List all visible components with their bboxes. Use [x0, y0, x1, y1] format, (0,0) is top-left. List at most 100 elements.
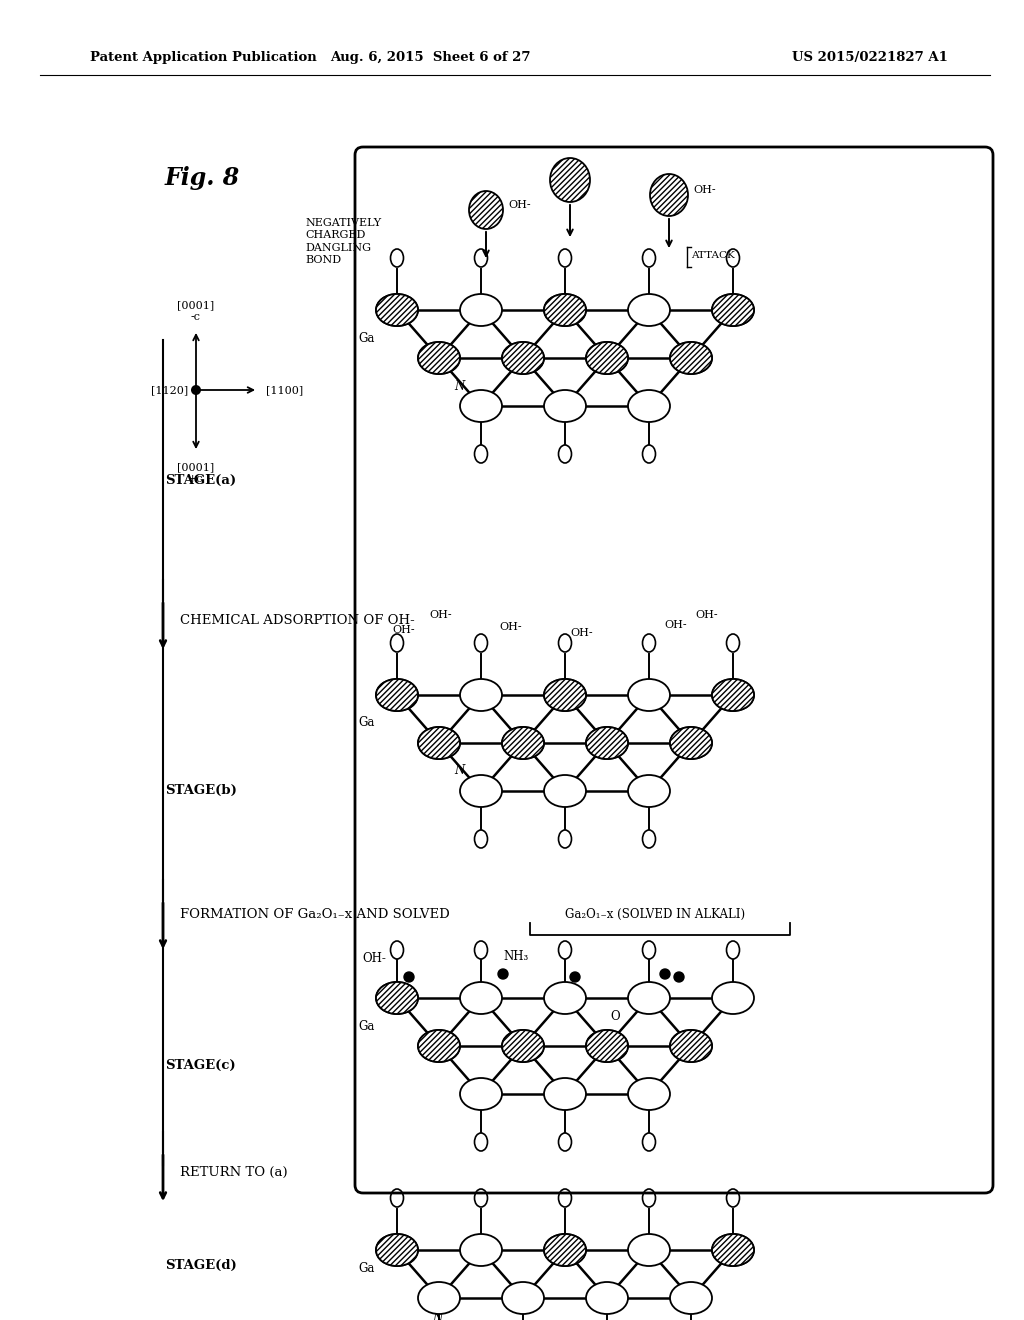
Ellipse shape — [628, 1078, 670, 1110]
Text: -c: -c — [191, 312, 201, 322]
Circle shape — [498, 969, 508, 979]
Ellipse shape — [586, 342, 628, 374]
Text: STAGE(a): STAGE(a) — [165, 474, 237, 487]
Text: CHEMICAL ADSORPTION OF OH-: CHEMICAL ADSORPTION OF OH- — [180, 614, 415, 627]
Text: OH-: OH- — [392, 624, 415, 635]
Text: Aug. 6, 2015  Sheet 6 of 27: Aug. 6, 2015 Sheet 6 of 27 — [330, 51, 530, 65]
Ellipse shape — [418, 727, 460, 759]
Text: Fig. 8: Fig. 8 — [165, 166, 241, 190]
Ellipse shape — [544, 1234, 586, 1266]
Ellipse shape — [550, 158, 590, 202]
Text: OH-: OH- — [693, 185, 716, 195]
Ellipse shape — [586, 727, 628, 759]
Text: OH-: OH- — [499, 622, 521, 632]
Ellipse shape — [544, 294, 586, 326]
Ellipse shape — [650, 174, 688, 216]
Circle shape — [674, 972, 684, 982]
Ellipse shape — [544, 678, 586, 711]
Text: [1100]: [1100] — [266, 385, 303, 395]
Text: OH-: OH- — [508, 201, 530, 210]
Ellipse shape — [670, 727, 712, 759]
Ellipse shape — [376, 982, 418, 1014]
Ellipse shape — [418, 342, 460, 374]
Ellipse shape — [502, 1030, 544, 1063]
Ellipse shape — [712, 1234, 754, 1266]
Ellipse shape — [502, 342, 544, 374]
Ellipse shape — [670, 1282, 712, 1313]
Ellipse shape — [712, 294, 754, 326]
Text: US 2015/0221827 A1: US 2015/0221827 A1 — [792, 51, 948, 65]
Text: Ga: Ga — [358, 1019, 375, 1032]
Ellipse shape — [712, 294, 754, 326]
Text: OH-: OH- — [664, 620, 687, 630]
Ellipse shape — [502, 1030, 544, 1063]
Ellipse shape — [544, 389, 586, 422]
Text: +c: +c — [188, 474, 204, 484]
Ellipse shape — [628, 294, 670, 326]
Ellipse shape — [628, 982, 670, 1014]
Text: [0001]: [0001] — [177, 300, 215, 310]
Ellipse shape — [502, 727, 544, 759]
Ellipse shape — [460, 294, 502, 326]
Text: N: N — [454, 764, 464, 777]
Ellipse shape — [460, 1078, 502, 1110]
Text: [0001]: [0001] — [177, 462, 215, 473]
Text: N: N — [454, 380, 464, 392]
Text: Ga: Ga — [358, 1262, 375, 1275]
Text: OH-: OH- — [695, 610, 718, 620]
Ellipse shape — [712, 678, 754, 711]
Ellipse shape — [544, 1234, 586, 1266]
Ellipse shape — [418, 727, 460, 759]
Ellipse shape — [586, 1282, 628, 1313]
Circle shape — [660, 969, 670, 979]
Text: Patent Application Publication: Patent Application Publication — [90, 51, 316, 65]
Ellipse shape — [418, 1030, 460, 1063]
Ellipse shape — [544, 294, 586, 326]
Ellipse shape — [712, 1234, 754, 1266]
Text: Ga: Ga — [358, 717, 375, 730]
Ellipse shape — [502, 727, 544, 759]
Text: [1120]: [1120] — [151, 385, 188, 395]
Text: N: N — [432, 1312, 442, 1320]
Text: OH-: OH- — [362, 952, 386, 965]
Circle shape — [191, 385, 201, 395]
Ellipse shape — [670, 1030, 712, 1063]
Text: STAGE(c): STAGE(c) — [165, 1059, 236, 1072]
Ellipse shape — [712, 678, 754, 711]
Ellipse shape — [460, 1234, 502, 1266]
Ellipse shape — [376, 1234, 418, 1266]
Ellipse shape — [544, 678, 586, 711]
Ellipse shape — [376, 1234, 418, 1266]
Ellipse shape — [670, 1030, 712, 1063]
Ellipse shape — [460, 982, 502, 1014]
Ellipse shape — [670, 342, 712, 374]
Ellipse shape — [376, 294, 418, 326]
Ellipse shape — [586, 1030, 628, 1063]
Ellipse shape — [544, 982, 586, 1014]
Text: RETURN TO (a): RETURN TO (a) — [180, 1166, 288, 1179]
Ellipse shape — [460, 678, 502, 711]
Ellipse shape — [502, 1282, 544, 1313]
Text: FORMATION OF Ga₂O₁₋x AND SOLVED: FORMATION OF Ga₂O₁₋x AND SOLVED — [180, 908, 450, 920]
Ellipse shape — [628, 775, 670, 807]
Text: OH-: OH- — [429, 610, 452, 620]
Ellipse shape — [628, 389, 670, 422]
Circle shape — [570, 972, 580, 982]
Ellipse shape — [460, 389, 502, 422]
Text: STAGE(d): STAGE(d) — [165, 1258, 237, 1271]
Text: Ga: Ga — [358, 331, 375, 345]
Ellipse shape — [586, 727, 628, 759]
Text: O: O — [610, 1010, 620, 1023]
FancyBboxPatch shape — [355, 147, 993, 1193]
Text: NEGATIVELY
CHARGED
DANGLING
BOND: NEGATIVELY CHARGED DANGLING BOND — [305, 218, 381, 265]
Ellipse shape — [670, 727, 712, 759]
Ellipse shape — [670, 342, 712, 374]
Ellipse shape — [376, 982, 418, 1014]
Ellipse shape — [544, 1078, 586, 1110]
Ellipse shape — [376, 678, 418, 711]
Ellipse shape — [376, 678, 418, 711]
Ellipse shape — [628, 1234, 670, 1266]
Ellipse shape — [376, 294, 418, 326]
Ellipse shape — [418, 342, 460, 374]
Ellipse shape — [712, 982, 754, 1014]
